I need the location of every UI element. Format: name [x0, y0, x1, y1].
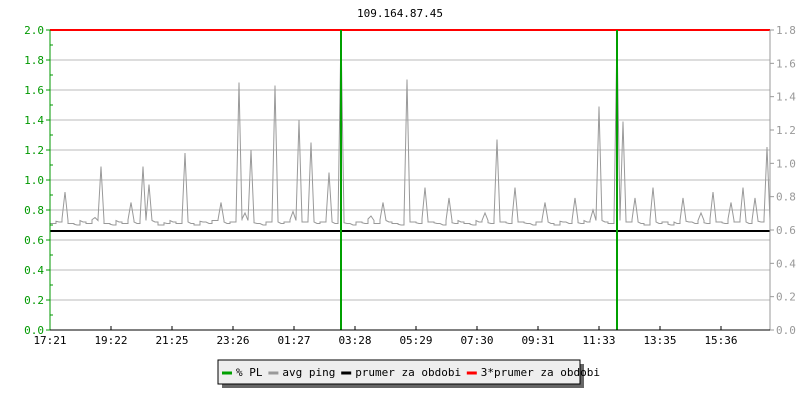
left-tick-label: 0.6: [24, 234, 44, 247]
x-tick-label: 05:29: [399, 334, 432, 347]
left-tick-label: 1.4: [24, 114, 44, 127]
legend-label: % PL: [236, 366, 263, 379]
x-tick-label: 23:26: [216, 334, 249, 347]
x-tick-label: 01:27: [277, 334, 310, 347]
left-tick-label: 0.0: [24, 324, 44, 337]
legend-label: prumer za obdobi: [355, 366, 461, 379]
right-tick-label: 1.2: [776, 124, 796, 137]
right-tick-label: 0.6: [776, 224, 796, 237]
legend-label: avg ping: [282, 366, 335, 379]
x-tick-label: 09:31: [521, 334, 554, 347]
left-tick-label: 1.8: [24, 54, 44, 67]
right-tick-label: 0.4: [776, 257, 796, 270]
left-tick-label: 1.0: [24, 174, 44, 187]
right-tick-label: 0.0: [776, 324, 796, 337]
x-tick-label: 03:28: [338, 334, 371, 347]
ping-line: [50, 29, 771, 226]
x-tick-label: 13:35: [643, 334, 676, 347]
chart-title: 109.164.87.45: [357, 7, 443, 20]
x-tick-label: 21:25: [155, 334, 188, 347]
legend: % PL avg ping prumer za obdobi 3*prumer za …: [217, 359, 600, 388]
x-tick-label: 17:21: [33, 334, 66, 347]
x-tick-label: 07:30: [460, 334, 493, 347]
legend-label: 3*prumer za obdobi: [481, 366, 600, 379]
left-tick-label: 2.0: [24, 24, 44, 37]
left-tick-label: 0.4: [24, 264, 44, 277]
left-tick-label: 1.6: [24, 84, 44, 97]
left-tick-label: 0.2: [24, 294, 44, 307]
left-tick-label: 0.8: [24, 204, 44, 217]
right-tick-label: 1.0: [776, 157, 796, 170]
left-tick-label: 1.2: [24, 144, 44, 157]
right-tick-label: 0.8: [776, 191, 796, 204]
x-tick-label: 11:33: [582, 334, 615, 347]
right-tick-label: 1.4: [776, 91, 796, 104]
right-tick-label: 1.8: [776, 24, 796, 37]
right-tick-label: 0.2: [776, 291, 796, 304]
x-tick-label: 15:36: [704, 334, 737, 347]
right-tick-label: 1.6: [776, 57, 796, 70]
x-tick-label: 19:22: [94, 334, 127, 347]
